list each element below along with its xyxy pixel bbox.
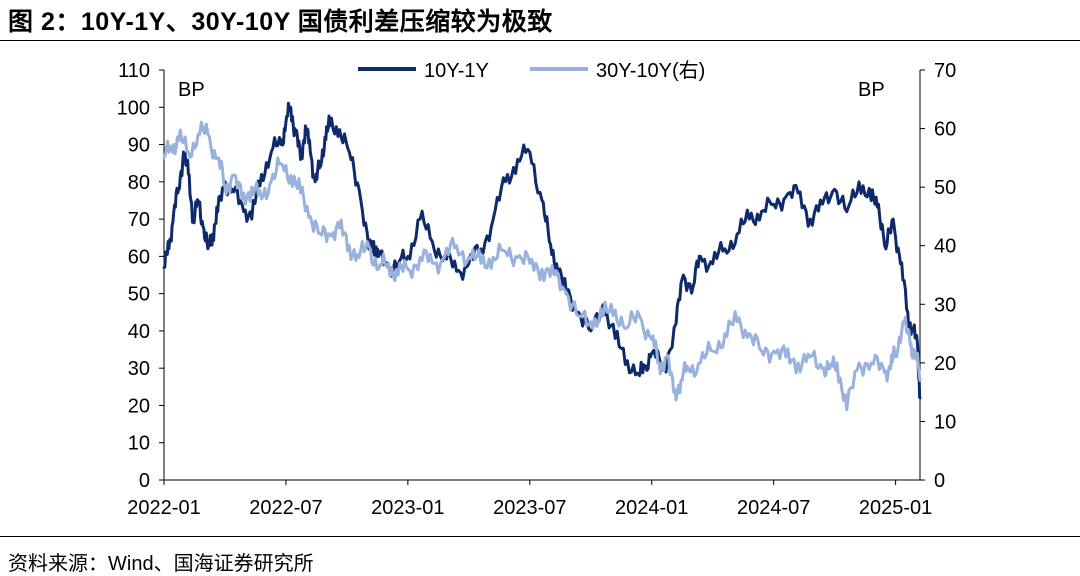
dual-axis-line-chart: 0 10 20 30 40 50 60 70 80 90 100 110 0 10 20 30 40 50 60 70… <box>117 59 957 519</box>
left-tick-label: 90 <box>128 135 150 157</box>
left-tick-label: 80 <box>128 172 150 194</box>
right-tick-label: 60 <box>934 119 956 141</box>
right-tick-label: 10 <box>934 411 956 433</box>
left-tick-label: 60 <box>128 246 150 268</box>
source-note: 资料来源：Wind、国海证券研究所 <box>8 553 314 575</box>
x-tick-label: 2025-01 <box>859 497 932 519</box>
x-tick-label: 2024-07 <box>737 497 810 519</box>
x-tick-label: 2022-07 <box>249 497 322 519</box>
left-tick-label: 110 <box>118 60 150 82</box>
series-line-10y1y <box>162 101 922 400</box>
x-tick-label: 2024-01 <box>615 497 688 519</box>
top-rule <box>0 40 1080 41</box>
figure-title: 图 2：10Y-1Y、30Y-10Y 国债利差压缩较为极致 <box>8 8 553 36</box>
right-tick-label: 30 <box>934 294 956 316</box>
left-tick-label: 10 <box>128 433 150 455</box>
left-tick-label: 40 <box>128 321 150 343</box>
left-tick-label: 70 <box>128 209 150 231</box>
left-tick-label: 20 <box>128 395 150 417</box>
legend-label-10y1y: 10Y-1Y <box>424 60 489 82</box>
right-axis-unit-label: BP <box>858 79 885 101</box>
legend-label-30y10y: 30Y-10Y(右) <box>596 59 705 82</box>
right-tick-label: 70 <box>934 60 956 82</box>
left-tick-label: 30 <box>128 358 150 380</box>
x-tick-label: 2023-07 <box>493 497 566 519</box>
left-tick-label: 100 <box>117 97 150 119</box>
right-tick-label: 20 <box>934 353 956 375</box>
left-tick-label: 0 <box>139 470 150 492</box>
legend: 10Y-1Y 30Y-10Y(右) <box>358 59 705 82</box>
left-tick-label: 50 <box>128 284 150 306</box>
right-tick-label: 50 <box>934 177 956 199</box>
x-tick-label: 2023-01 <box>371 497 444 519</box>
left-axis-unit-label: BP <box>178 79 205 101</box>
series-line-30y10y <box>162 120 922 412</box>
right-tick-label: 40 <box>934 236 956 258</box>
right-tick-label: 0 <box>934 470 945 492</box>
x-tick-label: 2022-01 <box>127 497 200 519</box>
bottom-rule <box>0 536 1080 537</box>
